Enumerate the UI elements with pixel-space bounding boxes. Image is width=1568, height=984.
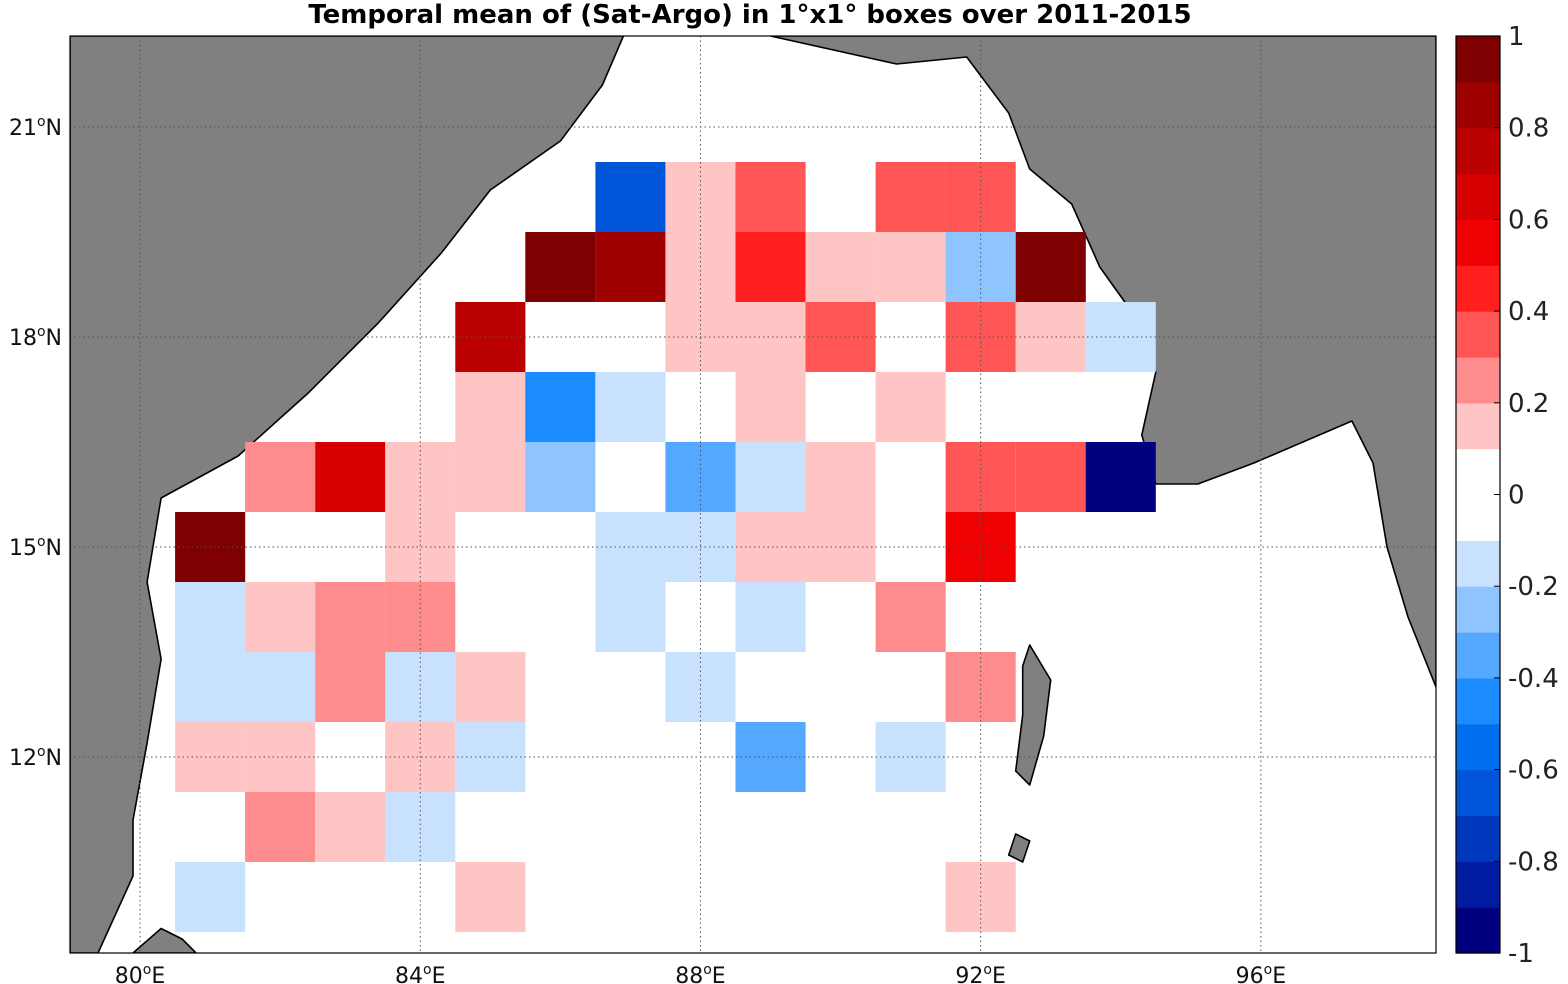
colorbar-swatch: [1456, 678, 1500, 724]
colorbar-swatch: [1456, 219, 1500, 265]
anomaly-cell: [1086, 442, 1156, 512]
colorbar-label: -0.2: [1508, 572, 1559, 602]
anomaly-cell: [595, 372, 665, 442]
colorbar-swatch: [1456, 174, 1500, 220]
colorbar-label: 0.2: [1508, 389, 1549, 419]
anomaly-cell: [736, 582, 806, 652]
anomaly-cell: [455, 722, 525, 792]
latitude-label: 18oN: [9, 324, 62, 351]
anomaly-cell: [455, 302, 525, 372]
anomaly-cell: [245, 652, 315, 722]
latitude-label: 12oN: [9, 744, 62, 771]
colorbar-label: 1: [1508, 22, 1525, 52]
anomaly-cell: [1016, 302, 1086, 372]
longitude-label: 84oE: [395, 962, 445, 984]
colorbar-label: 0.6: [1508, 205, 1549, 235]
longitude-label: 96oE: [1236, 962, 1286, 984]
anomaly-cell: [525, 442, 595, 512]
anomaly-cell: [455, 862, 525, 932]
colorbar-swatch: [1456, 265, 1500, 311]
anomaly-cell: [806, 442, 876, 512]
colorbar-swatch: [1456, 311, 1500, 357]
anomaly-cell: [315, 582, 385, 652]
colorbar-label: 0: [1508, 481, 1525, 511]
anomaly-cell: [946, 862, 1016, 932]
colorbar-swatch: [1456, 495, 1500, 541]
anomaly-cell: [876, 582, 946, 652]
anomaly-cell: [736, 372, 806, 442]
colorbar-swatch: [1456, 632, 1500, 678]
anomaly-cell: [1016, 232, 1086, 302]
colorbar-swatch: [1456, 907, 1500, 953]
colorbar: 1 0.8 0.6 0.4 0.2 0 -0.2 -0.4 -0.6 -0.8 -1: [1456, 22, 1559, 969]
colorbar-label: 0.4: [1508, 297, 1549, 327]
anomaly-cell: [876, 372, 946, 442]
colorbar-swatch: [1456, 815, 1500, 861]
colorbar-label: -0.8: [1508, 847, 1559, 877]
colorbar-label: -1: [1508, 939, 1534, 969]
latitude-label: 15oN: [9, 534, 62, 561]
colorbar-swatch: [1456, 540, 1500, 586]
anomaly-cell: [595, 232, 665, 302]
anomaly-cell: [455, 442, 525, 512]
longitude-ticks: 80oE 84oE 88oE 92oE 96oE: [115, 962, 1286, 984]
colorbar-swatch: [1456, 82, 1500, 128]
anomaly-cell: [736, 232, 806, 302]
anomaly-cell: [525, 372, 595, 442]
colorbar-swatch: [1456, 861, 1500, 907]
colorbar-swatch: [1456, 36, 1500, 82]
anomaly-cell: [736, 162, 806, 232]
anomaly-cell: [175, 652, 245, 722]
anomaly-cell: [455, 652, 525, 722]
colorbar-swatch: [1456, 357, 1500, 403]
anomaly-cell: [525, 232, 595, 302]
colorbar-swatch: [1456, 449, 1500, 495]
anomaly-cell: [946, 302, 1016, 372]
anomaly-cell: [245, 582, 315, 652]
anomaly-cell: [806, 232, 876, 302]
anomaly-cell: [736, 442, 806, 512]
anomaly-cell: [175, 582, 245, 652]
anomaly-cell: [315, 652, 385, 722]
colorbar-label: -0.6: [1508, 756, 1559, 786]
anomaly-cell: [245, 792, 315, 862]
colorbar-label: 0.8: [1508, 114, 1549, 144]
anomaly-cell: [876, 232, 946, 302]
colorbar-swatch: [1456, 586, 1500, 632]
anomaly-cell: [595, 162, 665, 232]
anomaly-cell: [175, 862, 245, 932]
anomaly-cell: [245, 442, 315, 512]
longitude-label: 80oE: [115, 962, 165, 984]
colorbar-swatch: [1456, 128, 1500, 174]
anomaly-cell: [876, 162, 946, 232]
anomaly-cell: [1016, 442, 1086, 512]
anomaly-cell: [315, 442, 385, 512]
anomaly-cell: [315, 792, 385, 862]
colorbar-swatch: [1456, 724, 1500, 770]
latitude-label: 21oN: [9, 114, 62, 141]
longitude-label: 92oE: [955, 962, 1005, 984]
colorbar-swatch: [1456, 770, 1500, 816]
colorbar-label: -0.4: [1508, 664, 1559, 694]
colorbar-swatch: [1456, 403, 1500, 449]
anomaly-cell: [455, 372, 525, 442]
longitude-label: 88oE: [675, 962, 725, 984]
latitude-ticks: 21oN 18oN 15oN 12oN: [9, 114, 62, 771]
anomaly-cell: [595, 582, 665, 652]
